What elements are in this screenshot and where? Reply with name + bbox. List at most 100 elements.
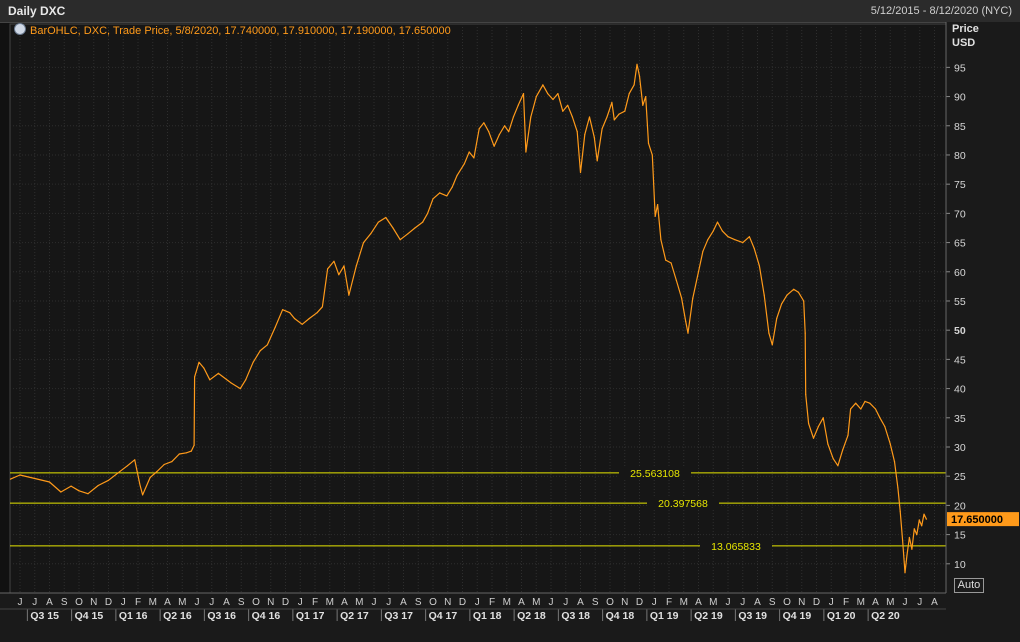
price-point [681,297,683,299]
y-tick-label: 90 [954,92,966,104]
price-point [316,312,318,314]
price-point [87,493,89,495]
x-tick-label-month: J [563,597,568,608]
price-point [163,463,165,466]
price-point [293,317,296,320]
price-point [355,265,357,267]
price-point [171,461,173,463]
price-point [613,119,615,121]
price-point [712,230,714,232]
price-point [911,548,913,550]
price-point [884,425,886,428]
series-legend[interactable]: BarOHLC, DXC, Trade Price, 5/8/2020, 17.… [14,23,451,37]
x-tick-label-quarter: Q1 16 [119,610,148,622]
price-point [827,443,829,445]
price-point [908,536,911,539]
x-tick-label-quarter: Q3 18 [561,610,590,622]
price-point [19,474,21,476]
price-point [522,93,525,95]
reference-line-label: 25.563108 [630,468,680,480]
x-tick-label-month: D [282,597,289,608]
price-point [321,306,323,308]
x-tick-label-month: M [680,597,688,608]
price-point [576,131,578,133]
price-point [327,268,329,270]
price-point [134,459,136,461]
price-point [642,104,644,106]
x-tick-label-month: J [549,597,554,608]
price-point [748,236,751,238]
price-point [362,242,365,244]
price-point [432,198,434,200]
price-point [721,230,723,232]
x-tick-label-quarter: Q2 20 [871,610,900,622]
price-point [805,393,807,395]
price-point [468,151,470,153]
price-point [377,221,379,223]
x-tick-label-month: M [532,597,540,608]
price-point [654,215,656,217]
last-price-tag [947,512,1019,527]
price-point [727,236,729,238]
x-tick-label-month: S [61,597,68,608]
price-point [771,344,773,346]
x-tick-label-month: F [135,597,141,608]
y-tick-label: 15 [954,530,966,542]
x-tick-label-month: M [178,597,186,608]
y-tick-label: 30 [954,442,966,454]
price-point [786,294,788,296]
price-point [149,476,151,478]
x-axis-panel [0,593,1020,642]
price-point [817,425,820,428]
price-point [879,417,881,419]
price-point [203,367,205,369]
price-point [107,479,110,481]
price-point [638,75,641,77]
price-point [633,84,635,86]
reference-line-label: 13.065833 [711,541,761,553]
price-point [812,437,815,439]
y-tick-label: 10 [954,559,966,571]
price-point [702,250,704,252]
price-point [588,116,591,118]
last-price-label: 17.650000 [951,514,1003,526]
price-point [899,510,901,512]
x-tick-label-month: F [312,597,318,608]
x-tick-label-month: J [372,597,377,608]
auto-scale-button[interactable]: Auto [954,578,984,593]
price-point [498,133,500,136]
price-point [902,539,904,542]
price-point [439,192,441,194]
price-point [660,239,662,241]
price-point [193,444,195,446]
x-tick-label-month: O [252,597,260,608]
price-point [488,131,490,133]
price-point [198,361,200,363]
price-point [547,93,549,95]
x-tick-label-month: M [326,597,334,608]
x-tick-label-month: J [209,597,214,608]
x-tick-label-month: O [606,597,614,608]
price-point [628,93,630,95]
reference-line-label: 20.397568 [658,498,708,510]
price-point [97,484,99,487]
price-point [530,116,532,118]
x-tick-label-quarter: Q4 18 [606,610,635,622]
x-tick-label-month: J [121,597,126,608]
price-point [707,239,709,241]
date-range: 5/12/2015 - 8/12/2020 (NYC) [870,5,1012,17]
x-tick-label-month: M [503,597,511,608]
x-tick-label-quarter: Q1 18 [473,610,502,622]
x-tick-label-month: N [444,597,451,608]
x-tick-label-month: A [872,597,879,608]
price-point [525,151,527,153]
price-point [252,361,254,363]
price-point [925,518,928,520]
x-tick-label-month: M [886,597,894,608]
y-tick-label: 70 [954,208,966,220]
price-point [716,221,719,223]
x-tick-label-quarter: Q3 16 [207,610,236,622]
x-tick-label-month: N [267,597,274,608]
price-point [333,260,335,262]
